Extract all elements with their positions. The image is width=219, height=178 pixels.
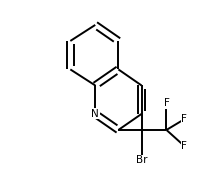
Text: F: F (181, 141, 187, 151)
Text: F: F (164, 98, 170, 108)
Text: N: N (91, 109, 99, 119)
Text: Br: Br (136, 155, 147, 165)
Text: F: F (181, 114, 187, 124)
